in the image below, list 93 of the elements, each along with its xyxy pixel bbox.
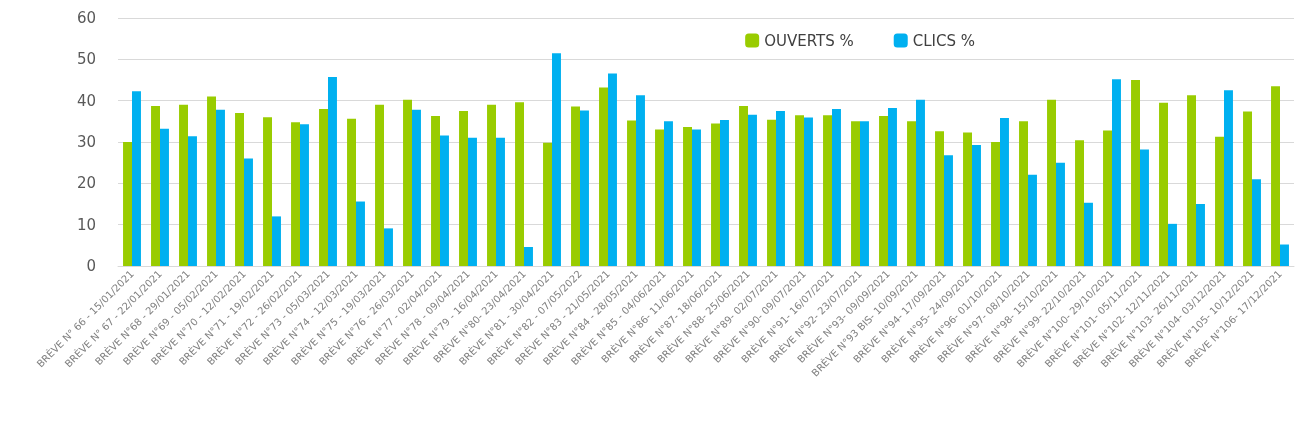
bar <box>907 121 916 266</box>
bar <box>851 121 860 266</box>
bar <box>487 104 496 266</box>
bar <box>244 158 253 266</box>
bar <box>1243 111 1252 266</box>
y-tick-label: 30 <box>76 133 96 151</box>
bar <box>235 113 244 266</box>
bar <box>1084 202 1093 266</box>
bar <box>776 111 785 266</box>
bar <box>1075 140 1084 266</box>
bar <box>720 120 729 266</box>
bar <box>151 106 160 266</box>
bar <box>1019 121 1028 266</box>
bar <box>123 142 132 266</box>
y-tick-label: 40 <box>76 91 96 110</box>
bar <box>459 111 468 266</box>
bar <box>1252 179 1261 266</box>
bar <box>347 118 356 266</box>
bar <box>804 117 813 266</box>
bar <box>944 155 953 266</box>
bar <box>571 106 580 266</box>
bar <box>1112 79 1121 266</box>
bar <box>1215 136 1224 266</box>
bar <box>403 99 412 266</box>
bar <box>132 91 141 266</box>
bar <box>888 108 897 266</box>
bar <box>1028 174 1037 266</box>
bar <box>935 131 944 266</box>
bar <box>664 121 673 266</box>
bar <box>683 127 692 266</box>
bar <box>328 77 337 266</box>
bar <box>1056 162 1065 266</box>
bar <box>916 99 925 266</box>
bar <box>599 87 608 266</box>
bar <box>216 109 225 266</box>
bar <box>879 115 888 266</box>
bar <box>543 142 552 266</box>
legend-label: OUVERTS % <box>764 31 854 50</box>
bar <box>524 246 533 266</box>
bar <box>767 119 776 266</box>
bar <box>272 216 281 266</box>
bar <box>832 108 841 266</box>
bar <box>1196 204 1205 266</box>
bar <box>991 142 1000 266</box>
bar <box>608 73 617 266</box>
bar <box>319 108 328 266</box>
bar <box>627 120 636 266</box>
bar <box>1159 102 1168 266</box>
bar <box>468 137 477 266</box>
bar <box>375 104 384 266</box>
bar <box>188 136 197 266</box>
bar <box>1187 95 1196 266</box>
bar <box>412 109 421 266</box>
bar <box>655 129 664 266</box>
bar <box>1103 130 1112 266</box>
bar <box>160 128 169 266</box>
bar <box>692 129 701 266</box>
bar <box>739 106 748 266</box>
y-tick-label: 10 <box>76 215 96 234</box>
bar <box>1168 223 1177 266</box>
bar <box>440 135 449 266</box>
bar <box>1140 149 1149 266</box>
bar <box>580 110 589 266</box>
bar <box>496 137 505 266</box>
bar <box>552 53 561 266</box>
bar <box>384 228 393 266</box>
bar <box>1224 90 1233 266</box>
bar <box>860 121 869 266</box>
bar <box>972 144 981 266</box>
bar <box>795 115 804 266</box>
bar <box>636 95 645 266</box>
y-tick-label: 20 <box>76 174 96 193</box>
bar <box>963 132 972 266</box>
bar <box>207 96 216 266</box>
bar <box>748 114 757 266</box>
y-tick-label: 60 <box>76 9 96 27</box>
bar <box>823 115 832 266</box>
bar <box>1131 80 1140 266</box>
bar <box>263 117 272 266</box>
bar <box>1047 99 1056 266</box>
y-tick-label: 50 <box>76 50 96 69</box>
bar <box>515 102 524 266</box>
bar <box>356 201 365 266</box>
bar <box>300 124 309 266</box>
legend-label: CLICS % <box>912 31 976 50</box>
bar <box>1000 118 1009 266</box>
bar <box>431 115 440 266</box>
bar <box>1280 244 1289 266</box>
bar <box>711 123 720 266</box>
bar <box>291 122 300 266</box>
bar <box>179 104 188 266</box>
bar <box>1271 86 1280 266</box>
y-tick-label: 0 <box>86 257 96 275</box>
